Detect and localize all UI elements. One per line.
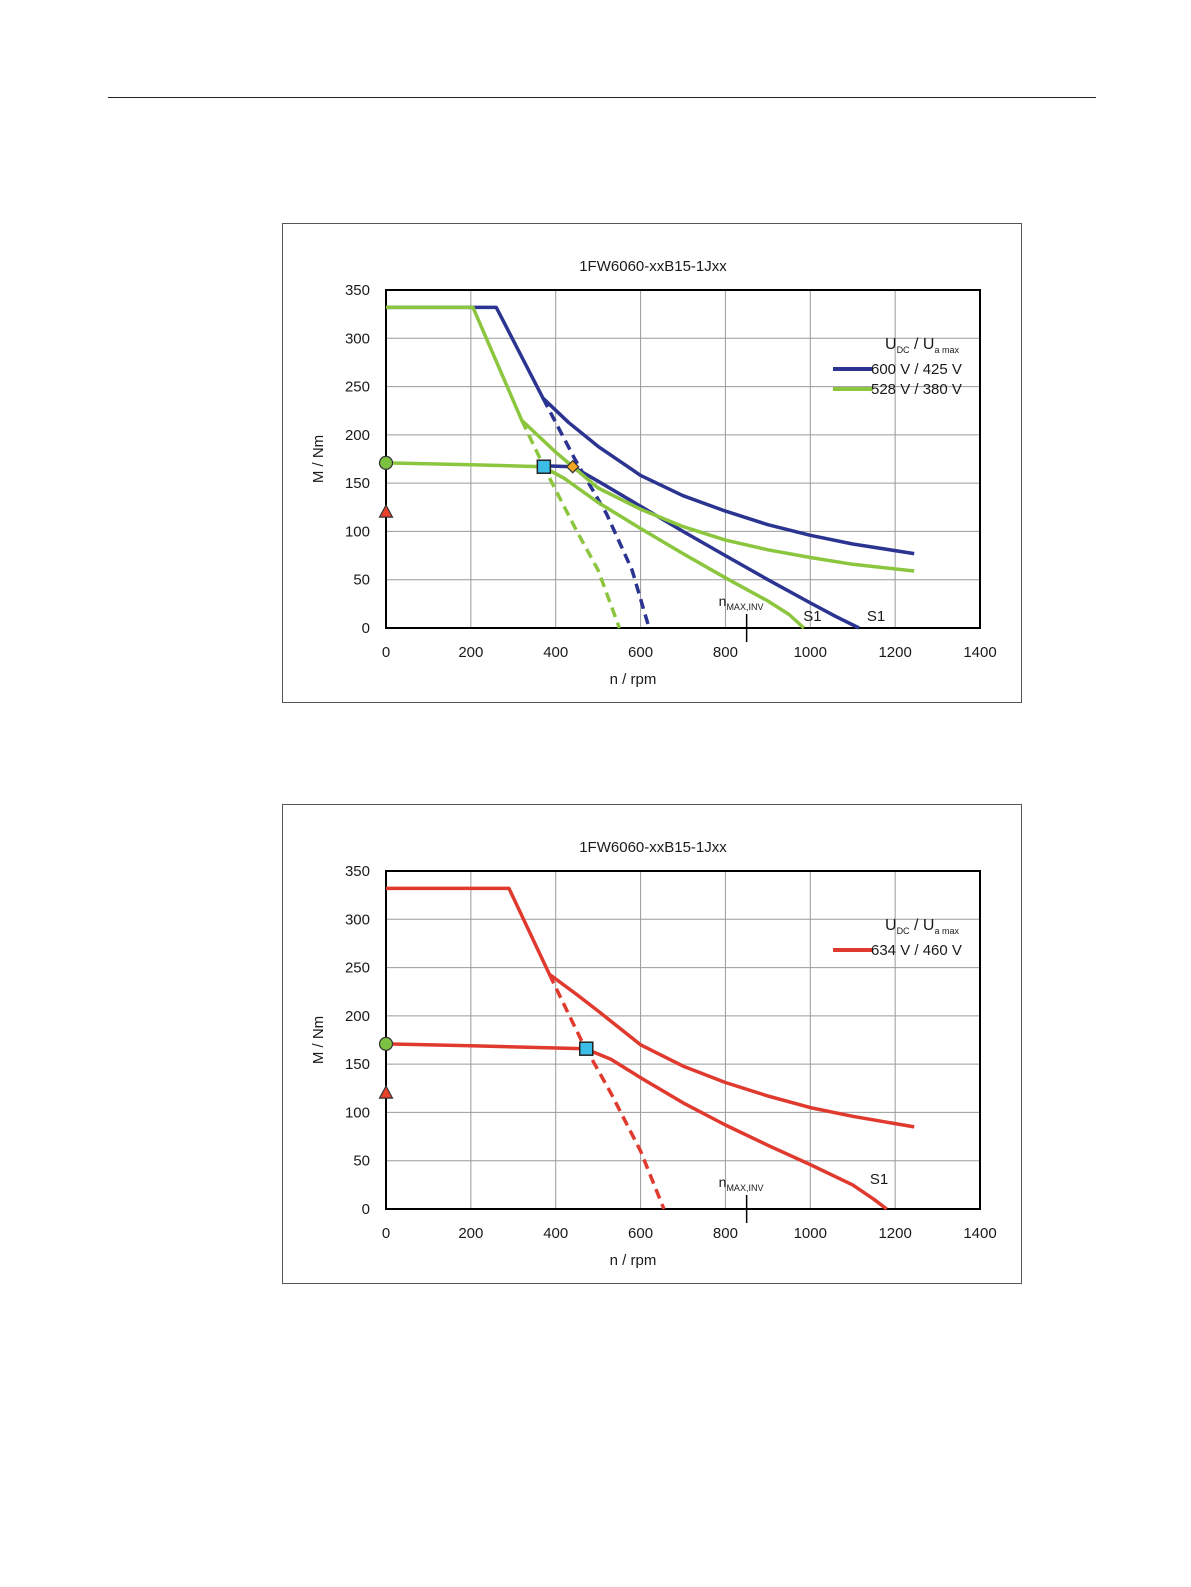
chart-2-legend-header: UDC / Ua max — [885, 917, 959, 936]
chart-2-y-tick-label: 250 — [345, 960, 370, 977]
chart-1-title: 1FW6060-xxB15-1Jxx — [579, 258, 727, 275]
chart-1-x-tick-label: 1200 — [878, 644, 911, 661]
chart-1-x-axis-label: n / rpm — [610, 671, 657, 688]
chart-1-x-tick-label: 800 — [713, 644, 738, 661]
chart-2-x-tick-label: 800 — [713, 1225, 738, 1242]
chart-2-y-tick-label: 50 — [353, 1153, 370, 1170]
chart-2-series-0-curve-2 — [547, 973, 666, 1210]
chart-1-y-tick-label: 200 — [345, 427, 370, 444]
chart-2-s1-label: S1 — [870, 1171, 888, 1188]
chart-2-x-axis-label: n / rpm — [610, 1252, 657, 1269]
chart-1-y-tick-label: 0 — [362, 620, 370, 637]
chart-1-x-tick-label: 1400 — [963, 644, 996, 661]
chart-1-y-tick-label: 150 — [345, 475, 370, 492]
chart-1-x-tick-label: 0 — [382, 644, 390, 661]
chart-2-x-tick-label: 600 — [628, 1225, 653, 1242]
chart-1-series-0-curve-0 — [386, 305, 915, 556]
chart-2-y-tick-label: 200 — [345, 1008, 370, 1025]
chart-2-frame: 0 200 400 600 800 1000 1200 1400 0 50 100 150 200 250… — [282, 804, 1022, 1284]
chart-2-x-tick-label: 0 — [382, 1225, 390, 1242]
chart-2-title: 1FW6060-xxB15-1Jxx — [579, 839, 727, 856]
chart-2-legend-label-0: 634 V / 460 V — [871, 942, 962, 959]
chart-1-s1-label: S1 — [803, 608, 821, 625]
chart-1-x-tick-label: 1000 — [794, 644, 827, 661]
chart-1-series-1-curve-0 — [386, 305, 915, 573]
chart-1-x-tick-label: 200 — [458, 644, 483, 661]
chart-1-y-axis-label: M / Nm — [310, 435, 327, 483]
chart-2-y-tick-label: 300 — [345, 911, 370, 928]
chart-1-y-tick-label: 300 — [345, 330, 370, 347]
chart-2-nmax-label: nMAX,INV — [719, 1174, 764, 1193]
chart-1-nmax-label: nMAX,INV — [719, 593, 764, 612]
chart-1-legend-label-0: 600 V / 425 V — [871, 361, 962, 378]
chart-1-x-tick-label: 400 — [543, 644, 568, 661]
chart-1-marker-triangle — [378, 503, 394, 518]
chart-2-x-tick-label: 1000 — [794, 1225, 827, 1242]
chart-2-y-tick-label: 150 — [345, 1056, 370, 1073]
chart-1-series-0-curve-2 — [541, 397, 651, 629]
chart-1-y-tick-label: 50 — [353, 572, 370, 589]
chart-2-x-tick-label: 1400 — [963, 1225, 996, 1242]
chart-2-y-tick-label: 0 — [362, 1201, 370, 1218]
chart-2-y-tick-label: 100 — [345, 1104, 370, 1121]
chart-1-marker-circle — [378, 455, 394, 470]
chart-1-s1-label: S1 — [867, 608, 885, 625]
chart-2-x-tick-label: 400 — [543, 1225, 568, 1242]
chart-2-marker-circle — [378, 1036, 394, 1051]
chart-2-x-tick-label: 1200 — [878, 1225, 911, 1242]
chart-1-legend-header: UDC / Ua max — [885, 336, 959, 355]
chart-1-series-1-curve-2 — [520, 419, 622, 629]
chart-1: 0 200 400 600 800 1000 1200 1400 0 50 100 150 200 250… — [310, 258, 997, 688]
chart-2-marker-triangle — [378, 1084, 394, 1099]
chart-1-frame: 0 200 400 600 800 1000 1200 1400 0 50 100 150 200 250… — [282, 223, 1022, 703]
chart-2-series-0-curve-1 — [385, 1042, 888, 1211]
chart-1-marker-square — [536, 459, 552, 474]
chart-1-y-tick-label: 250 — [345, 379, 370, 396]
chart-2-y-tick-label: 350 — [345, 863, 370, 880]
chart-1-series-1-curve-1 — [385, 461, 806, 630]
chart-1-marker-diamond — [565, 459, 580, 474]
chart-2-x-tick-label: 200 — [458, 1225, 483, 1242]
chart-2-series-0-curve-0 — [386, 886, 915, 1129]
chart-1-y-tick-label: 350 — [345, 282, 370, 299]
chart-1-x-tick-label: 600 — [628, 644, 653, 661]
header-rule — [108, 97, 1096, 98]
chart-2-y-axis-label: M / Nm — [310, 1016, 327, 1064]
chart-2-marker-square — [579, 1041, 594, 1056]
chart-1-series-0-curve-1 — [542, 464, 860, 630]
chart-1-y-tick-label: 100 — [345, 523, 370, 540]
chart-2: 0 200 400 600 800 1000 1200 1400 0 50 100 150 200 250… — [310, 839, 997, 1269]
chart-1-legend-label-1: 528 V / 380 V — [871, 381, 962, 398]
